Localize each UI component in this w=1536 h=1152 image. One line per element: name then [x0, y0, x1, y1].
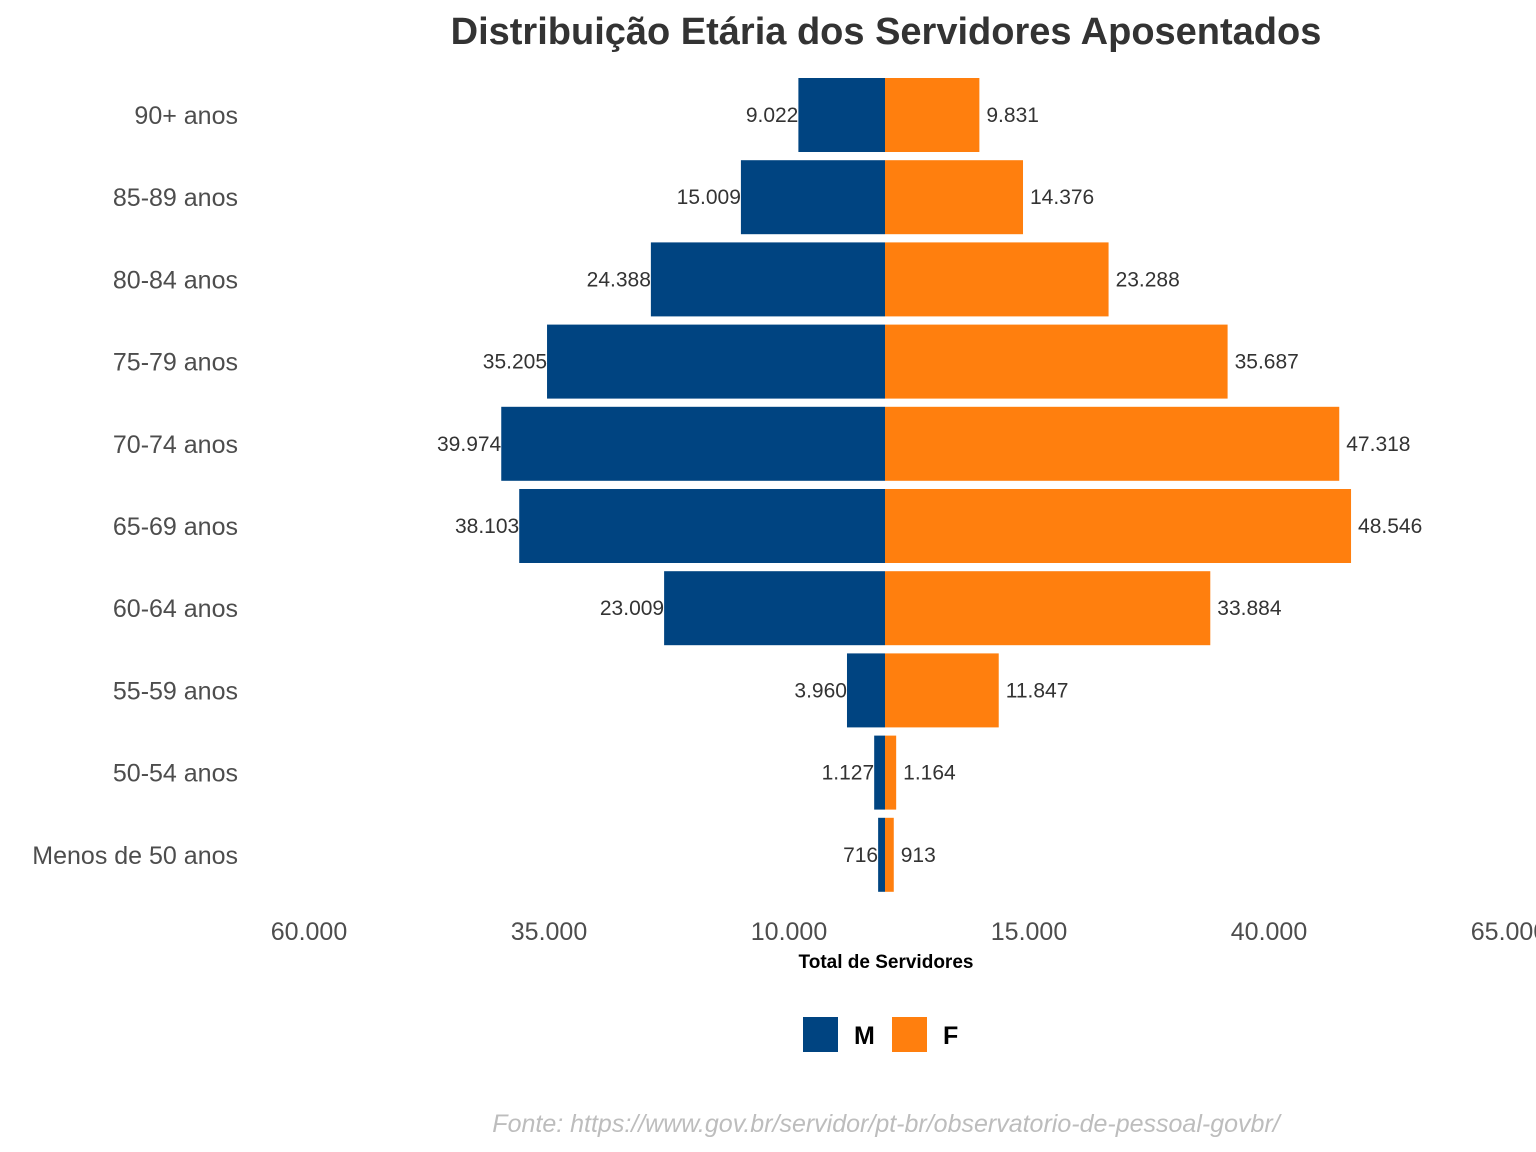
x-tick-label: 65.000: [1471, 918, 1536, 946]
category-label: 85-89 anos: [113, 184, 238, 212]
data-label-F: 1.164: [903, 762, 956, 785]
x-tick-label: 60.000: [271, 918, 347, 946]
x-tick-label: 10.000: [751, 918, 827, 946]
x-axis-title: Total de Servidores: [799, 952, 974, 973]
bar-M: [664, 571, 885, 646]
data-label-F: 23.288: [1116, 268, 1180, 291]
bar-M: [846, 653, 885, 728]
data-label-M: 38.103: [455, 515, 519, 538]
bar-M: [519, 489, 885, 563]
data-label-M: 716: [843, 844, 878, 867]
legend-swatch-M: [803, 1017, 838, 1052]
bar-M: [501, 406, 885, 481]
bar-F: [885, 817, 894, 892]
data-label-M: 39.974: [437, 433, 502, 456]
data-label-M: 35.205: [483, 351, 547, 374]
bar-F: [885, 242, 1109, 317]
category-label: 60-64 anos: [113, 595, 238, 623]
x-tick-label: 35.000: [511, 918, 587, 946]
legend-label-M: M: [854, 1022, 875, 1050]
x-tick-label: 40.000: [1231, 918, 1307, 946]
category-labels: 90+ anos 85-89 anos 80-84 anos 75-79 anos 70…: [32, 102, 238, 870]
data-label-M: 9.022: [746, 104, 799, 127]
bar-M: [547, 324, 885, 399]
x-tick-label: 15.000: [991, 918, 1067, 946]
bar-F: [885, 406, 1340, 481]
bar-M: [798, 78, 885, 152]
bar-F: [885, 735, 897, 810]
bar-F: [885, 160, 1024, 235]
data-label-F: 33.884: [1217, 597, 1282, 620]
category-label: 75-79 anos: [113, 349, 238, 377]
category-label: 80-84 anos: [113, 266, 238, 294]
category-label: 70-74 anos: [113, 431, 238, 459]
data-label-F: 47.318: [1346, 433, 1410, 456]
bar-F: [885, 324, 1228, 399]
bar-F: [885, 489, 1352, 563]
data-label-M: 24.388: [587, 268, 651, 291]
bar-F: [885, 78, 980, 152]
data-label-F: 48.546: [1358, 515, 1422, 538]
category-label: 90+ anos: [134, 102, 238, 130]
bar-M: [878, 817, 885, 892]
bar-M: [650, 242, 885, 317]
chart-title: Distribuição Etária dos Servidores Apose…: [451, 11, 1322, 53]
bar-F: [885, 571, 1211, 646]
legend-label-F: F: [943, 1022, 958, 1050]
category-label: 55-59 anos: [113, 677, 238, 705]
data-label-F: 913: [901, 844, 936, 867]
bar-F: [885, 653, 999, 728]
bar-M: [874, 735, 885, 810]
data-label-F: 14.376: [1030, 186, 1094, 209]
data-label-F: 35.687: [1235, 351, 1299, 374]
data-label-M: 23.009: [600, 597, 664, 620]
data-labels: 9.022 9.831 15.009 14.376 24.388 23.288 35.205…: [437, 104, 1422, 867]
category-label: Menos de 50 anos: [32, 842, 238, 870]
data-label-F: 11.847: [1006, 679, 1069, 702]
category-label: 50-54 anos: [113, 760, 238, 788]
bar-M: [740, 160, 885, 235]
caption: Fonte: https://www.gov.br/servidor/pt-br…: [492, 1110, 1282, 1138]
data-label-M: 15.009: [677, 186, 741, 209]
data-label-M: 3.960: [794, 679, 847, 702]
data-label-M: 1.127: [822, 762, 875, 785]
x-axis-ticks: 60.000 35.000 10.000 15.000 40.000 65.000: [271, 918, 1536, 946]
bars: [501, 78, 1352, 892]
category-label: 65-69 anos: [113, 513, 238, 541]
legend-swatch-F: [892, 1017, 927, 1052]
data-label-F: 9.831: [986, 104, 1039, 127]
